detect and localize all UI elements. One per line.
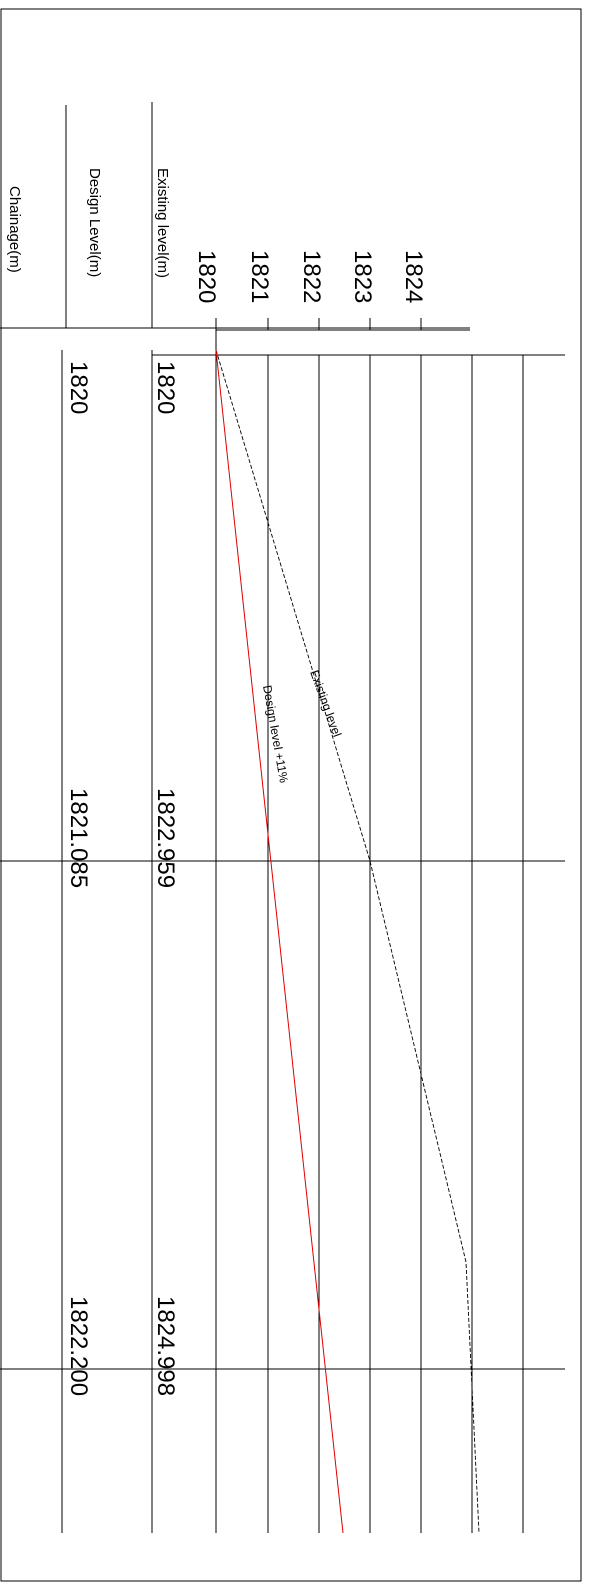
existing-level-value-2: 1822.959 bbox=[152, 788, 179, 888]
axis-tick-label-1824: 1824 bbox=[400, 250, 427, 303]
existing-level-value-3: 1824.998 bbox=[152, 1296, 179, 1396]
axis-tick-label-1822: 1822 bbox=[298, 250, 325, 303]
chainage-header: Chainage(m) bbox=[6, 186, 23, 273]
design-level-value-1: 1820 bbox=[65, 361, 92, 414]
design-level-value-3: 1822.200 bbox=[65, 1296, 92, 1396]
drawing-frame bbox=[0, 8, 582, 1582]
existing-level-line bbox=[215, 349, 480, 1534]
design-level-line bbox=[215, 349, 344, 1534]
axis-tick-label-1821: 1821 bbox=[246, 250, 273, 303]
existing-level-header: Existing level(m) bbox=[154, 168, 171, 278]
design-level-line-label: Design level +11% bbox=[260, 684, 291, 784]
design-level-value-2: 1821.085 bbox=[65, 788, 92, 888]
design-level-header: Design Level(m) bbox=[86, 168, 103, 277]
existing-level-value-1: 1820 bbox=[152, 361, 179, 414]
level-axis: 1820 1821 1822 1823 1824 bbox=[193, 250, 470, 356]
level-grid bbox=[215, 333, 524, 1533]
existing-level-line-label: Existing level bbox=[307, 668, 344, 739]
axis-tick-label-1820: 1820 bbox=[193, 250, 220, 303]
axis-tick-label-1823: 1823 bbox=[349, 250, 376, 303]
